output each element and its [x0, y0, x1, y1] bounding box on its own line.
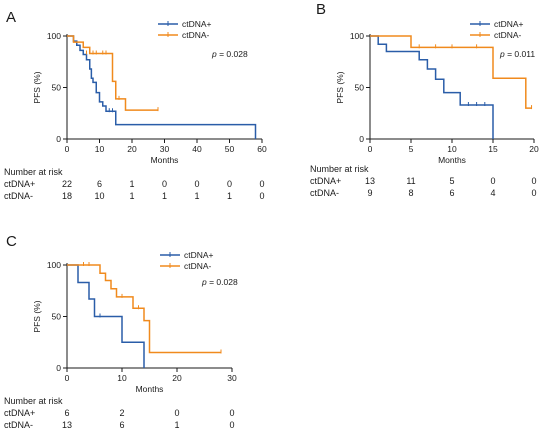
x-tick-label: 30: [227, 373, 237, 383]
risk-count: 0: [194, 179, 199, 189]
x-axis-label: Months: [438, 155, 466, 165]
panel-letter: B: [316, 1, 326, 18]
risk-count: 4: [490, 188, 495, 198]
risk-count: 0: [259, 191, 264, 201]
risk-row-label: ctDNA-: [310, 188, 339, 198]
x-tick-label: 20: [172, 373, 182, 383]
x-tick-label: 10: [447, 144, 457, 154]
risk-count: 0: [531, 176, 536, 186]
risk-count: 6: [449, 188, 454, 198]
x-tick-label: 40: [192, 144, 202, 154]
risk-count: 22: [62, 179, 72, 189]
risk-count: 0: [227, 179, 232, 189]
km-curve-ctdna-negative: [67, 35, 158, 111]
y-tick-label: 100: [47, 31, 61, 41]
risk-count: 0: [490, 176, 495, 186]
km-curve-ctdna-negative: [67, 264, 221, 354]
legend-label: ctDNA+: [184, 250, 214, 260]
risk-count: 1: [174, 420, 179, 430]
risk-count: 0: [162, 179, 167, 189]
x-tick-label: 10: [117, 373, 127, 383]
x-axis-label: Months: [151, 155, 179, 165]
y-axis-label: PFS (%): [335, 71, 345, 103]
risk-row-label: ctDNA+: [4, 408, 35, 418]
y-axis-label: PFS (%): [32, 300, 42, 332]
risk-count: 13: [62, 420, 72, 430]
km-curve-ctdna-positive: [67, 264, 145, 368]
x-tick-label: 20: [127, 144, 137, 154]
y-tick-label: 50: [52, 312, 62, 322]
risk-count: 0: [259, 179, 264, 189]
x-tick-label: 20: [529, 144, 539, 154]
risk-row-label: ctDNA+: [310, 176, 341, 186]
risk-count: 11: [406, 176, 415, 186]
x-tick-label: 60: [257, 144, 267, 154]
km-curve-ctdna-negative: [370, 35, 532, 109]
risk-table-header: Number at risk: [4, 167, 63, 177]
x-tick-label: 0: [368, 144, 373, 154]
risk-count: 13: [365, 176, 375, 186]
y-axis-label: PFS (%): [32, 71, 42, 103]
panel-letter: A: [6, 9, 16, 26]
risk-table-header: Number at risk: [310, 164, 369, 174]
y-tick-label: 100: [350, 31, 364, 41]
risk-count: 0: [229, 408, 234, 418]
risk-count: 1: [129, 191, 134, 201]
y-tick-label: 100: [47, 260, 61, 270]
km-curve-ctdna-positive: [370, 35, 494, 139]
p-value: p = 0.028: [211, 49, 248, 59]
x-tick-label: 0: [65, 373, 70, 383]
risk-count: 6: [119, 420, 124, 430]
legend-label: ctDNA+: [494, 19, 524, 29]
risk-count: 6: [97, 179, 102, 189]
risk-row-label: ctDNA-: [4, 191, 33, 201]
risk-row-label: ctDNA+: [4, 179, 35, 189]
risk-count: 1: [194, 191, 199, 201]
x-tick-label: 30: [160, 144, 170, 154]
risk-row-label: ctDNA-: [4, 420, 33, 430]
risk-count: 5: [449, 176, 454, 186]
x-tick-label: 15: [488, 144, 498, 154]
p-value: p = 0.028: [201, 277, 238, 287]
risk-count: 1: [129, 179, 134, 189]
x-tick-label: 50: [225, 144, 235, 154]
risk-count: 1: [162, 191, 167, 201]
risk-count: 0: [229, 420, 234, 430]
legend-label: ctDNA-: [182, 30, 210, 40]
panel-letter: C: [6, 233, 17, 250]
legend-label: ctDNA-: [184, 261, 212, 271]
y-tick-label: 0: [56, 363, 61, 373]
y-tick-label: 50: [52, 83, 62, 93]
risk-count: 8: [408, 188, 413, 198]
risk-count: 9: [367, 188, 372, 198]
risk-count: 10: [94, 191, 104, 201]
x-axis-label: Months: [136, 384, 164, 394]
risk-count: 1: [227, 191, 232, 201]
legend-label: ctDNA+: [182, 19, 212, 29]
y-tick-label: 0: [56, 134, 61, 144]
risk-count: 0: [531, 188, 536, 198]
p-value: p = 0.011: [499, 49, 535, 59]
risk-count: 2: [119, 408, 124, 418]
y-tick-label: 0: [359, 134, 364, 144]
x-tick-label: 0: [65, 144, 70, 154]
km-curve-ctdna-positive: [67, 35, 257, 139]
risk-table-header: Number at risk: [4, 396, 63, 406]
risk-count: 18: [62, 191, 72, 201]
x-tick-label: 10: [95, 144, 105, 154]
x-tick-label: 5: [409, 144, 414, 154]
y-tick-label: 50: [355, 83, 365, 93]
legend-label: ctDNA-: [494, 30, 522, 40]
risk-count: 6: [64, 408, 69, 418]
risk-count: 0: [174, 408, 179, 418]
